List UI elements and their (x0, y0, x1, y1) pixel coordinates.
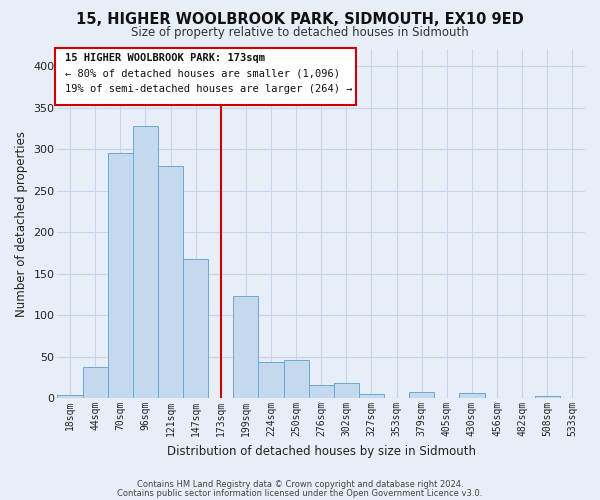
Bar (409, 392, 434, 398)
Text: Contains public sector information licensed under the Open Government Licence v3: Contains public sector information licen… (118, 488, 482, 498)
Bar (108, 153, 133, 398)
Text: Size of property relative to detached houses in Sidmouth: Size of property relative to detached ho… (131, 26, 469, 39)
Bar (158, 166, 183, 398)
X-axis label: Distribution of detached houses by size in Sidmouth: Distribution of detached houses by size … (167, 444, 476, 458)
Bar (334, 383, 359, 398)
Y-axis label: Number of detached properties: Number of detached properties (15, 131, 28, 317)
Text: ← 80% of detached houses are smaller (1,096): ← 80% of detached houses are smaller (1,… (65, 68, 340, 78)
Bar (83, 368, 108, 398)
Text: 15 HIGHER WOOLBROOK PARK: 173sqm: 15 HIGHER WOOLBROOK PARK: 173sqm (65, 53, 265, 63)
Bar (284, 360, 308, 398)
Bar (58, 395, 83, 398)
Bar (233, 296, 259, 398)
Text: 15, HIGHER WOOLBROOK PARK, SIDMOUTH, EX10 9ED: 15, HIGHER WOOLBROOK PARK, SIDMOUTH, EX1… (76, 12, 524, 28)
Bar (259, 362, 284, 398)
Text: 19% of semi-detached houses are larger (264) →: 19% of semi-detached houses are larger (… (65, 84, 353, 94)
Bar (460, 393, 485, 398)
Bar (133, 126, 158, 398)
Bar (308, 385, 334, 398)
Text: Contains HM Land Registry data © Crown copyright and database right 2024.: Contains HM Land Registry data © Crown c… (137, 480, 463, 489)
Bar (535, 396, 560, 398)
FancyBboxPatch shape (55, 48, 356, 105)
Bar (359, 394, 384, 398)
Bar (183, 258, 208, 398)
